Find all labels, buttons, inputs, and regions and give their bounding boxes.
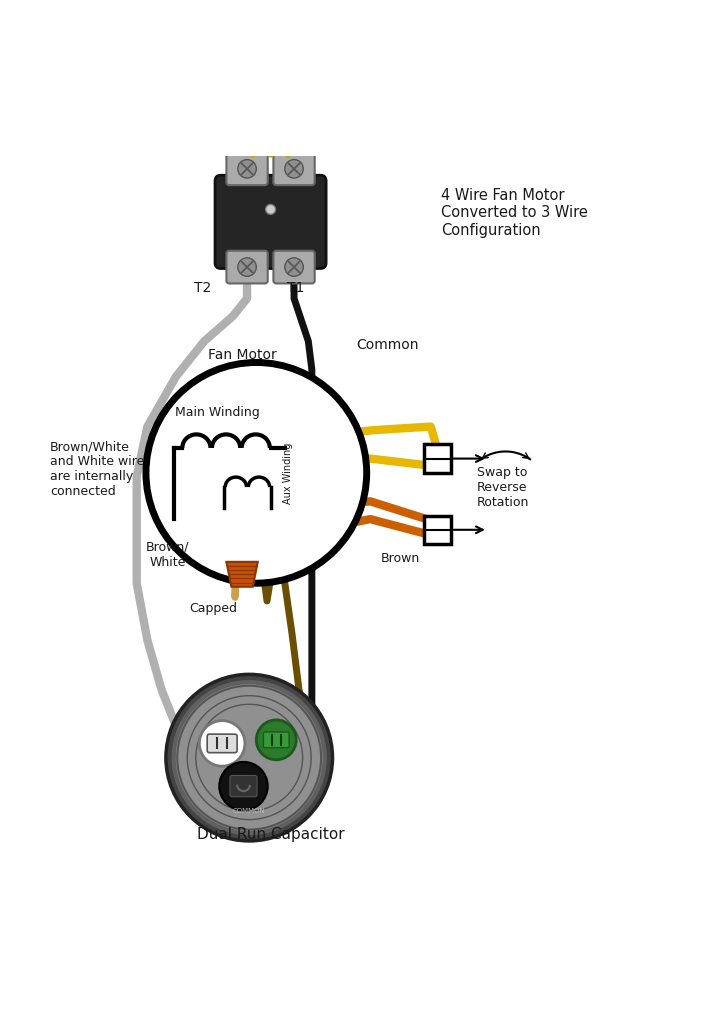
Text: Common: Common [356,338,419,351]
Circle shape [177,686,321,829]
Text: Dual Run Capacitor: Dual Run Capacitor [197,827,345,842]
Circle shape [174,683,324,833]
Text: 4 Wire Fan Motor
Converted to 3 Wire
Configuration: 4 Wire Fan Motor Converted to 3 Wire Con… [441,188,588,238]
Circle shape [285,160,303,178]
FancyBboxPatch shape [273,251,315,284]
Text: T2: T2 [194,281,211,295]
FancyBboxPatch shape [215,175,326,268]
FancyBboxPatch shape [207,734,237,753]
FancyBboxPatch shape [273,153,315,185]
Text: Capped: Capped [189,602,238,614]
FancyBboxPatch shape [216,193,241,248]
Circle shape [256,720,296,760]
Circle shape [219,762,268,810]
Circle shape [170,679,328,837]
FancyBboxPatch shape [263,732,289,748]
FancyBboxPatch shape [226,251,268,284]
Text: COMMON: COMMON [233,808,266,814]
Circle shape [146,362,367,584]
Text: Aux Winding: Aux Winding [283,442,293,504]
Text: Brown: Brown [381,552,420,565]
FancyBboxPatch shape [424,444,451,473]
Text: Swap to
Reverse
Rotation: Swap to Reverse Rotation [477,466,530,509]
Circle shape [166,675,333,841]
Text: Brown/
White: Brown/ White [145,541,189,568]
Text: T1: T1 [287,281,304,295]
Text: Brown/White
and White wire
are internally
connected: Brown/White and White wire are internall… [50,440,145,499]
Text: Main Winding: Main Winding [174,406,260,419]
FancyBboxPatch shape [424,515,451,544]
FancyBboxPatch shape [300,193,325,248]
Circle shape [285,258,303,276]
Circle shape [199,721,245,766]
Circle shape [266,205,276,214]
Text: Fan Motor: Fan Motor [208,348,276,362]
FancyBboxPatch shape [226,153,268,185]
Polygon shape [226,562,258,587]
FancyBboxPatch shape [230,775,257,797]
Circle shape [238,160,256,178]
Circle shape [238,258,256,276]
